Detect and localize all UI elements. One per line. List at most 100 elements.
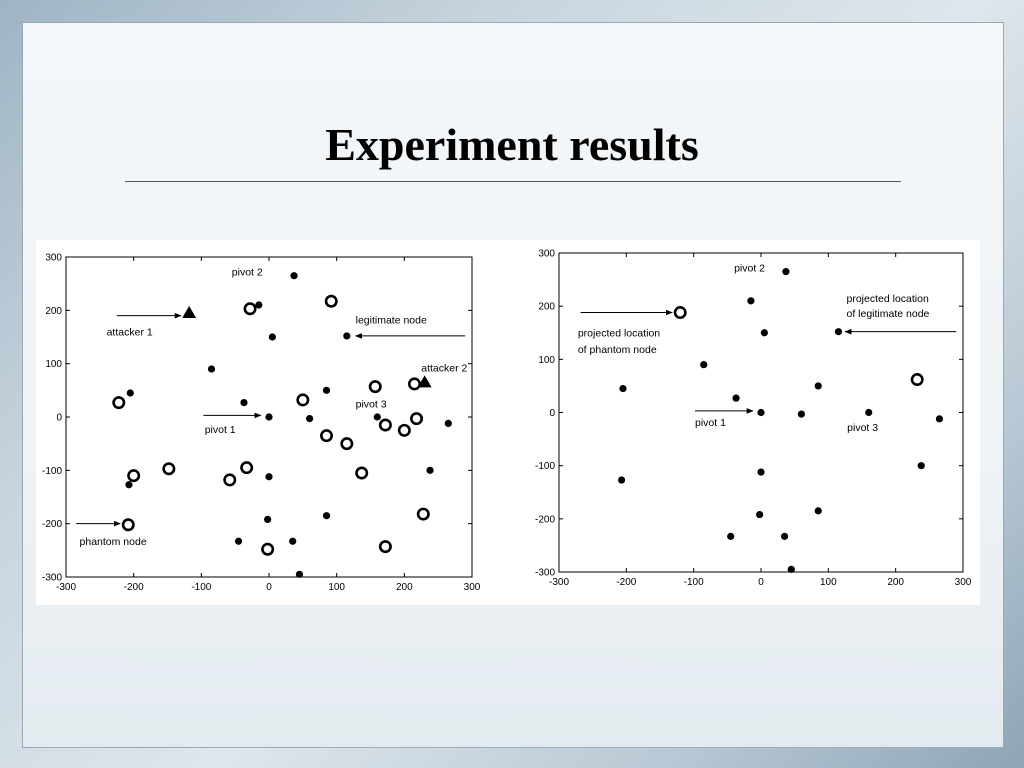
legitimate-node-point (756, 510, 764, 519)
phantom-node-point (261, 542, 275, 556)
phantom-node-point (127, 469, 141, 483)
annotation-label: of legitimate node (847, 308, 930, 320)
legitimate-node-point (444, 419, 452, 427)
y-tick-label: -100 (42, 466, 62, 477)
legitimate-node-point (732, 394, 740, 402)
annotation-label: of phantom node (578, 344, 657, 356)
annotation-label: pivot 3 (356, 398, 387, 410)
slide-title: Experiment results (325, 119, 699, 170)
scatter-chart-projected: -300 -200 -100 0 100 200 300 -300 -200 -100 0 100 20… (535, 249, 972, 589)
legitimate-node-point (343, 332, 351, 340)
phantom-node-point (296, 393, 310, 407)
y-tick-label: -200 (535, 514, 555, 525)
legitimate-node-point (782, 268, 790, 276)
x-tick-label: -300 (56, 582, 76, 593)
phantom-node-point (410, 412, 424, 426)
y-tick-label: 300 (45, 253, 62, 264)
legitimate-node-point (289, 537, 297, 545)
legitimate-node-point (747, 297, 755, 305)
phantom-node-point (320, 429, 334, 443)
legitimate-node-point (126, 389, 134, 397)
legitimate-node-point (306, 415, 314, 423)
left-chart-panel: -300 -200 -100 0 100 200 300 -300 -200 -100 0 100 20… (36, 240, 496, 605)
legitimate-node-point (814, 507, 822, 515)
legitimate-node-point (240, 399, 248, 407)
legitimate-node-point (207, 365, 216, 373)
legitimate-node-point (834, 328, 843, 336)
legitimate-node-point (322, 512, 331, 520)
legitimate-node-point (814, 382, 822, 390)
legitimate-node-point (619, 384, 627, 393)
phantom-node-point (416, 507, 430, 521)
scatter-chart-attack: -300 -200 -100 0 100 200 300 -300 -200 -100 0 100 20… (42, 253, 481, 594)
annotation-label: attacker 1 (107, 326, 153, 338)
x-tick-label: 200 (887, 577, 904, 588)
legitimate-node-point (787, 565, 795, 573)
annotation-label: projected location (847, 293, 929, 305)
phantom-node-point (240, 461, 254, 475)
annotation-label: projected location (578, 327, 660, 339)
x-tick-label: 0 (266, 582, 272, 593)
y-tick-label: -200 (42, 519, 62, 530)
x-tick-label: -100 (684, 577, 704, 588)
annotation-label: attacker 2 (421, 363, 467, 375)
x-tick-label: 300 (464, 582, 481, 593)
annotation-label: pivot 3 (847, 422, 878, 434)
phantom-node-point (121, 518, 135, 532)
y-tick-label: 0 (549, 408, 555, 419)
legitimate-node-point (757, 408, 765, 417)
legitimate-node-point (426, 466, 434, 474)
legitimate-node-point (917, 462, 925, 470)
legitimate-node-point (255, 301, 263, 309)
x-tick-label: -200 (124, 582, 144, 593)
y-tick-label: 200 (538, 302, 555, 313)
legitimate-node-point (265, 473, 273, 481)
legitimate-node-point (322, 386, 331, 394)
y-tick-label: 200 (45, 306, 62, 317)
legitimate-node-point (265, 413, 273, 421)
phantom-node-point (243, 302, 257, 316)
legitimate-node-point (295, 570, 304, 578)
legitimate-node-point (264, 515, 272, 523)
annotation-label: legitimate node (356, 315, 427, 327)
legitimate-node-point (780, 532, 789, 540)
phantom-node-point (324, 294, 338, 308)
x-tick-label: -200 (616, 577, 636, 588)
phantom-node-point (368, 380, 382, 394)
x-tick-label: 100 (328, 582, 345, 593)
legitimate-node-point (760, 329, 768, 337)
y-tick-label: -300 (42, 573, 62, 584)
legitimate-node-point (373, 413, 381, 421)
phantom-node-point (223, 473, 237, 487)
x-tick-label: 0 (758, 577, 764, 588)
annotation-label: pivot 2 (734, 263, 765, 275)
annotation-label: phantom node (80, 536, 147, 548)
legitimate-node-point (935, 415, 944, 423)
x-tick-label: 200 (396, 582, 413, 593)
phantom-node-point (112, 396, 126, 410)
phantom-node-point (407, 377, 421, 391)
legitimate-node-point (757, 468, 765, 476)
y-tick-label: -300 (535, 568, 555, 579)
y-tick-label: 300 (538, 249, 555, 260)
y-tick-label: 100 (538, 355, 555, 366)
y-tick-label: 100 (45, 359, 62, 370)
legitimate-node-point (125, 481, 133, 489)
legitimate-node-point (700, 361, 708, 369)
legitimate-node-point (268, 333, 276, 341)
phantom-node-point (673, 306, 687, 320)
y-tick-label: 0 (56, 413, 62, 424)
phantom-node-point (162, 462, 176, 476)
x-tick-label: 100 (820, 577, 837, 588)
legitimate-node-point (234, 537, 243, 545)
phantom-node-point (910, 373, 924, 387)
legitimate-node-point (290, 272, 298, 280)
attacker-point (182, 306, 197, 318)
attacker-point (417, 375, 432, 388)
x-tick-label: -300 (549, 577, 569, 588)
annotation-label: pivot 1 (695, 417, 726, 429)
annotation-label: pivot 2 (232, 267, 263, 279)
x-tick-label: -100 (191, 582, 211, 593)
legitimate-node-point (865, 408, 873, 417)
legitimate-node-point (727, 532, 735, 540)
